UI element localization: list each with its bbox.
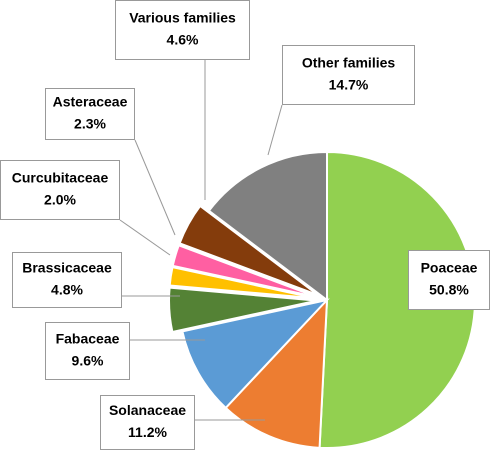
label-box [45,322,130,380]
label-box [115,0,250,60]
label-box [0,160,120,220]
value-label: 4.6% [167,32,199,48]
pie-slice [224,297,329,449]
value-label: 2.3% [74,116,106,132]
category-label: Brassicaceae [22,260,112,276]
pie-slice [207,150,328,303]
value-label: 2.0% [44,192,76,208]
pie-slice [181,298,330,410]
leader-line [119,219,171,256]
value-label: 50.8% [429,282,469,298]
category-label: Various families [129,10,236,26]
label-box [408,250,490,310]
value-label: 11.2% [128,424,167,440]
pie-slice [171,244,318,299]
leader-line [134,139,176,236]
label-box [100,395,195,450]
pie-slice [168,265,318,300]
category-label: Asteraceae [53,94,128,110]
label-box [282,45,415,105]
category-label: Solanaceae [109,402,186,418]
leader-line [267,104,283,156]
category-label: Other families [302,55,396,71]
pie-slice [178,204,319,297]
category-label: Curcubitaceae [12,170,109,186]
value-label: 4.8% [51,282,83,298]
label-box [12,252,122,308]
pie-slice [168,286,318,334]
category-label: Fabaceae [56,331,120,347]
label-box [45,88,135,140]
value-label: 9.6% [72,353,104,369]
value-label: 14.7% [329,77,369,93]
category-label: Poaceae [421,260,478,276]
